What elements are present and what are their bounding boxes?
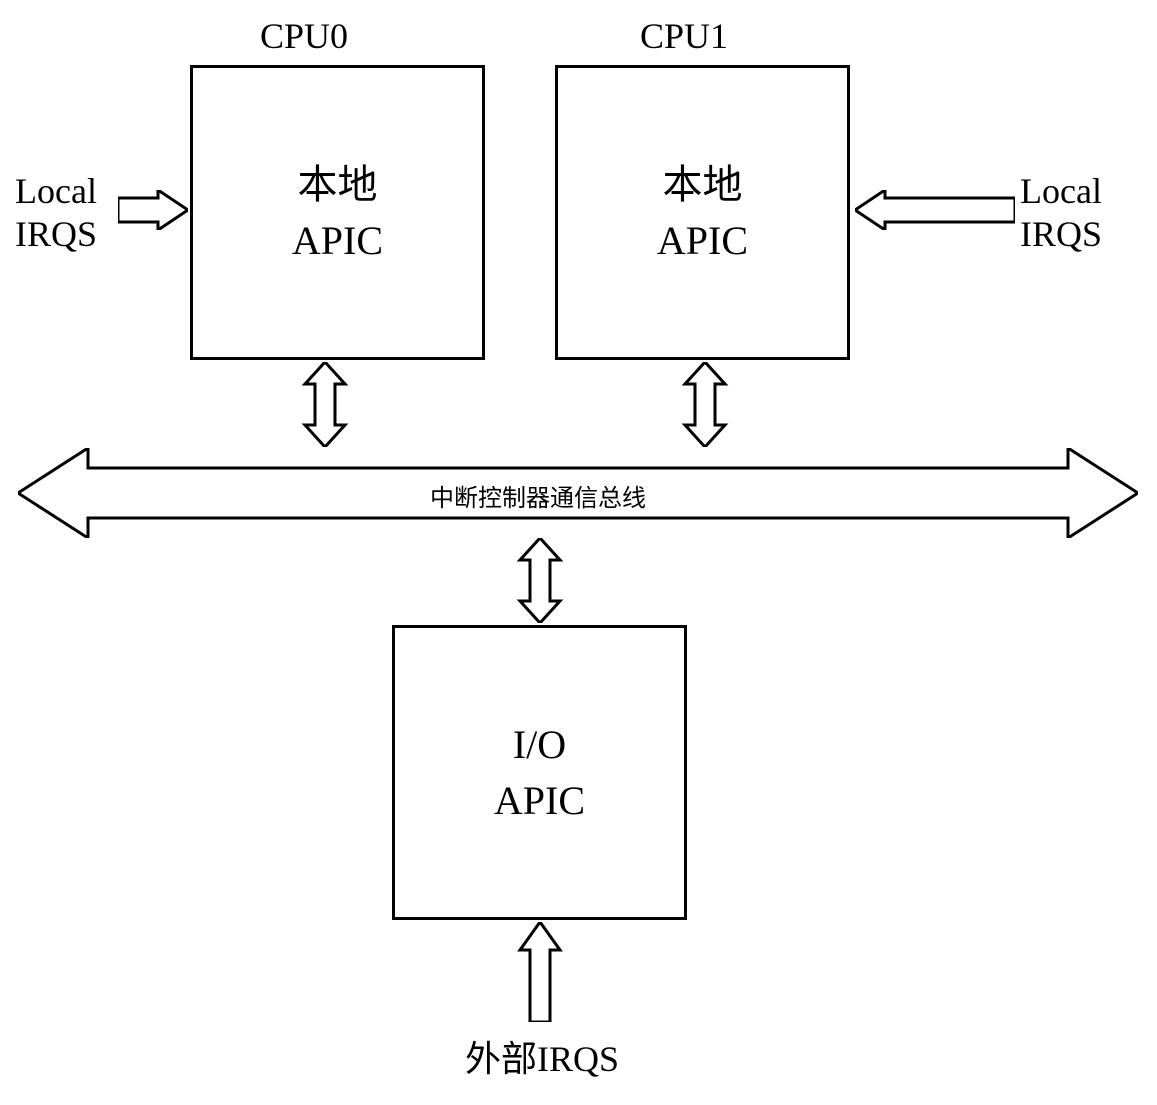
cpu0-label: CPU0 [260,15,348,57]
local-apic-1-box: 本地 APIC [555,65,850,360]
right-irqs-arrow [855,190,1015,230]
external-irqs-label: 外部IRQS [465,1030,619,1082]
bus-label: 中断控制器通信总线 [430,478,646,513]
local-apic-0-text1: 本地 [298,157,378,213]
apic-architecture-diagram: CPU0 CPU1 本地 APIC 本地 APIC Local IRQS Loc… [0,0,1157,1105]
external-irqs-arrow [515,922,565,1022]
left-irqs-arrow [118,190,188,230]
local-apic-1-text1: 本地 [663,157,743,213]
bus-io-arrow [515,538,565,623]
local-apic-0-text2: APIC [292,213,383,269]
cpu1-label: CPU1 [640,15,728,57]
cpu1-bus-arrow [680,362,730,447]
cpu0-bus-arrow [300,362,350,447]
io-apic-text2: APIC [494,773,585,829]
right-local-irqs-label: Local IRQS [1020,170,1102,256]
io-apic-text1: I/O [513,717,566,773]
left-local-irqs-label: Local IRQS [15,170,97,256]
local-apic-0-box: 本地 APIC [190,65,485,360]
io-apic-box: I/O APIC [392,625,687,920]
local-apic-1-text2: APIC [657,213,748,269]
